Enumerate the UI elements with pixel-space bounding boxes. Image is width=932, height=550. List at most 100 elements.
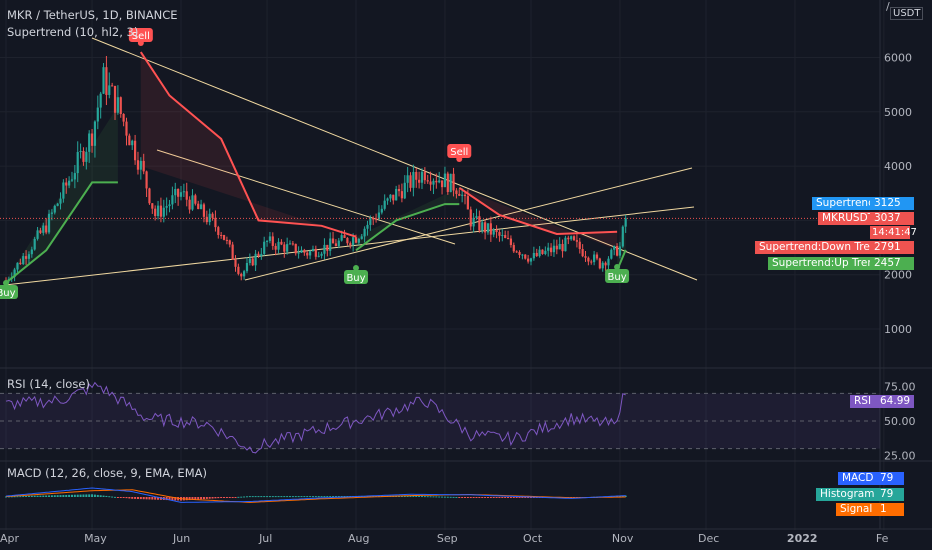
rsi-tick-label: 75.00 xyxy=(884,381,916,394)
candle-body xyxy=(308,251,312,256)
candle-body xyxy=(552,245,556,253)
macd-histogram-bar xyxy=(225,497,228,498)
macd-histogram-bar xyxy=(446,496,449,498)
time-tick-label: Apr xyxy=(0,532,20,545)
macd-histogram-bar xyxy=(45,495,48,497)
candle-body xyxy=(197,203,200,210)
candle-body xyxy=(400,191,404,199)
candle-body xyxy=(607,258,610,266)
macd-histogram-bar xyxy=(475,497,478,498)
candle-body xyxy=(208,213,211,223)
signal-label: Buy xyxy=(0,288,16,299)
price-unit[interactable]: USDT xyxy=(890,7,924,20)
signal-label-box xyxy=(447,144,472,158)
supertrend-down-fill xyxy=(140,52,356,237)
macd-histogram-bar xyxy=(518,497,521,498)
candle-body xyxy=(486,223,490,233)
macd-histogram-bar xyxy=(30,495,33,497)
supertrend-down-line xyxy=(139,51,357,238)
macd-histogram-bar xyxy=(105,495,108,497)
candle-body xyxy=(595,254,599,259)
candle-body xyxy=(22,256,25,264)
candle-body xyxy=(271,236,274,246)
macd-histogram-bar xyxy=(53,495,56,497)
macd-histogram-bar xyxy=(291,496,294,498)
rsi-line xyxy=(5,381,626,454)
candle-body xyxy=(202,204,206,217)
macd-histogram-bar xyxy=(498,497,501,498)
macd-histogram-bar xyxy=(33,495,36,497)
candle-body xyxy=(575,240,579,242)
macd-histogram-bar xyxy=(19,496,22,498)
candle-body xyxy=(105,67,108,95)
candle-body xyxy=(240,273,243,277)
candle-body xyxy=(380,208,383,213)
macd-histogram-bar xyxy=(329,496,332,498)
macd-histogram-bar xyxy=(136,497,139,500)
macd-histogram-bar xyxy=(323,496,326,498)
macd-histogram-bar xyxy=(96,494,99,497)
candle-body xyxy=(36,230,39,239)
candle-body xyxy=(541,249,544,254)
candle-body xyxy=(372,218,375,220)
candle-body xyxy=(297,252,300,254)
macd-histogram-bar xyxy=(492,497,495,498)
candle-body xyxy=(455,190,458,194)
candle-body xyxy=(601,262,604,269)
candle-body xyxy=(498,232,501,236)
macd-histogram-bar xyxy=(243,496,246,498)
macd-histogram-bar xyxy=(148,497,151,500)
macd-histogram-bar xyxy=(461,497,464,498)
macd-histogram-bar xyxy=(254,496,257,498)
candle-body xyxy=(564,237,567,252)
candle-body xyxy=(481,222,484,231)
candle-body xyxy=(529,258,533,262)
candle-body xyxy=(88,133,91,152)
supertrend-up-fill xyxy=(356,187,460,251)
candle-body xyxy=(280,241,283,245)
candle-body xyxy=(366,224,369,229)
candle-body xyxy=(323,244,326,254)
candle-body xyxy=(326,244,329,251)
macd-histogram-bar xyxy=(116,497,119,498)
candle-body xyxy=(613,246,616,250)
candle-body xyxy=(220,234,223,236)
macd-histogram-bar xyxy=(509,497,512,498)
macd-histogram-bar xyxy=(432,496,435,498)
macd-histogram-bar xyxy=(220,497,223,498)
candle-body xyxy=(426,180,429,182)
macd-histogram-bar xyxy=(145,497,148,500)
candle-body xyxy=(33,238,36,250)
candle-body xyxy=(314,248,317,257)
time-tick-label: Aug xyxy=(348,532,369,545)
macd-histogram-bar xyxy=(334,496,337,498)
candle-body xyxy=(142,160,145,172)
signal-label-box xyxy=(605,269,630,283)
candle-body xyxy=(13,269,16,278)
time-tick-label: Jul xyxy=(258,532,272,545)
rsi-tag-value: 64.99 xyxy=(876,395,914,408)
signal-label: Buy xyxy=(608,272,627,283)
macd-histogram-bar xyxy=(251,496,254,498)
macd-histogram-bar xyxy=(257,496,260,498)
macd-histogram-bar xyxy=(93,494,96,497)
candle-body xyxy=(392,194,395,201)
candle-body xyxy=(572,236,576,241)
macd-histogram-bar xyxy=(320,496,323,498)
candle-body xyxy=(122,113,125,122)
candle-body xyxy=(570,236,573,240)
candle-body xyxy=(483,222,487,233)
candle-body xyxy=(452,173,455,191)
candle-body xyxy=(27,254,31,259)
macd-histogram-bar xyxy=(337,496,340,498)
macd-histogram-bar xyxy=(489,497,492,498)
candle-body xyxy=(389,194,392,199)
macd-histogram-bar xyxy=(39,495,42,497)
candle-body xyxy=(478,216,481,231)
rsi-title: RSI (14, close) xyxy=(7,377,90,391)
candle-body xyxy=(199,204,203,210)
candle-body xyxy=(374,218,378,220)
signal-label-box xyxy=(344,270,368,284)
supertrend-tag-value: 3125 xyxy=(870,197,914,210)
